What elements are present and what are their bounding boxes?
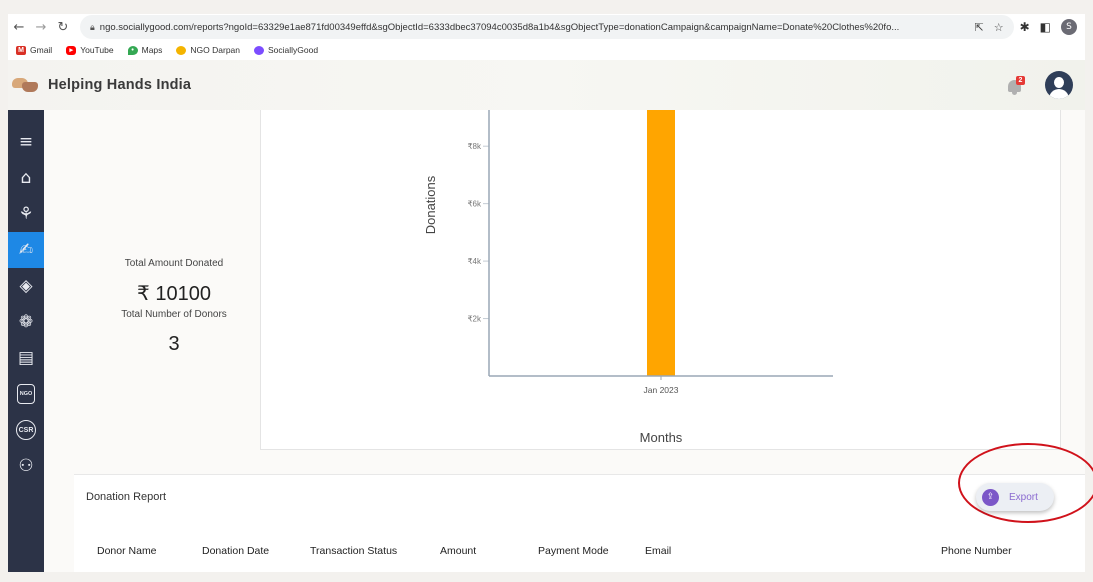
browser-profile-avatar[interactable]: S [1061,19,1077,35]
column-header-transaction-status[interactable]: Transaction Status [310,545,398,557]
column-header-phone-number[interactable]: Phone Number [941,545,1012,557]
sidebar-item-projects[interactable]: ◈ [8,268,44,304]
donations-chart-card: Jan 2023 ₹2k ₹4k ₹6k ₹8k Donations Months [260,110,1061,450]
lock-icon[interactable]: 🔒︎ [90,21,95,32]
y-tick-label: ₹4k [467,257,482,266]
export-icon: ⇪ [982,488,999,506]
app-header: Helping Hands India 2 [8,60,1085,110]
tag-icon: ◈ [19,276,33,296]
bookmark-label: SociallyGood [268,45,319,55]
total-amount-label: Total Amount Donated [124,258,224,269]
contact-book-icon: ▤ [17,348,35,368]
bookmark-sociallygood[interactable]: SociallyGood [254,45,318,55]
column-header-donation-date[interactable]: Donation Date [202,545,270,557]
sidebar-item-users[interactable]: ⚇ [8,448,44,484]
stats-card: Total Amount Donated ₹ 10100 Total Numbe… [74,110,274,440]
award-icon: ❁ [18,312,34,332]
chart-bar [647,110,675,376]
maps-icon: • [127,45,138,55]
share-icon[interactable]: ⇱ [974,20,984,34]
y-tick-label: ₹6k [467,200,482,209]
forward-arrow-icon[interactable]: → [35,19,47,35]
bookmark-maps[interactable]: • Maps [127,45,163,55]
extensions-puzzle-icon[interactable]: ✱ [1019,20,1030,34]
column-header-amount[interactable]: Amount [440,545,477,557]
sidebar: ≡ ⌂ ⚘ ✍ ◈ ❁ ▤ NGO CSR ⚇ [8,110,44,572]
reload-icon[interactable]: ↻ [57,19,69,35]
main-content: Total Amount Donated ₹ 10100 Total Numbe… [44,110,1093,572]
total-amount-value: ₹ 10100 [137,283,211,305]
sociallygood-icon [254,45,265,55]
bookmark-youtube[interactable]: ▸ YouTube [66,45,114,55]
sidebar-item-home[interactable]: ⌂ [8,160,44,196]
campaign-icon: ⚘ [18,204,34,224]
csr-icon: CSR [16,420,36,440]
sidebar-item-csr[interactable]: CSR [8,412,44,448]
bookmark-label: Gmail [30,45,53,55]
bookmark-star-icon[interactable]: ☆ [993,20,1004,34]
sidebar-item-ngo[interactable]: NGO [8,376,44,412]
y-tick-label: ₹2k [467,315,482,324]
export-label: Export [1009,491,1038,503]
column-header-payment-mode[interactable]: Payment Mode [538,545,609,557]
app-title[interactable]: Helping Hands India [48,77,192,93]
column-header-email[interactable]: Email [645,545,672,557]
total-donors-label: Total Number of Donors [121,309,227,320]
user-avatar[interactable] [1045,71,1073,99]
home-icon: ⌂ [20,168,32,188]
ngo-darpan-icon [176,45,187,55]
sidebar-item-campaigns[interactable]: ⚘ [8,196,44,232]
bookmark-gmail[interactable]: M Gmail [16,45,52,55]
back-arrow-icon[interactable]: ← [13,19,25,35]
sidebar-item-awards[interactable]: ❁ [8,304,44,340]
donations-bar-chart: Jan 2023 ₹2k ₹4k ₹6k ₹8k Donations Months [423,110,833,445]
notification-bell-icon[interactable]: 2 [1005,74,1025,96]
y-tick-label: ₹8k [467,142,482,151]
users-icon: ⚇ [18,456,34,476]
side-panel-icon[interactable]: ◧ [1039,20,1051,34]
notification-badge: 2 [1016,76,1025,85]
bookmarks-bar: M Gmail ▸ YouTube • Maps NGO Darpan Soci… [8,40,1085,60]
sidebar-item-contacts[interactable]: ▤ [8,340,44,376]
export-button[interactable]: ⇪ Export [976,483,1054,511]
x-tick-label: Jan 2023 [644,385,679,395]
youtube-icon: ▸ [66,45,77,55]
hamburger-icon: ≡ [18,132,34,152]
helping-hands-logo-icon[interactable] [12,74,40,96]
total-donors-value: 3 [168,333,180,355]
url-text[interactable]: ngo.sociallygood.com/reports?ngoId=63329… [99,21,900,33]
bookmark-label: YouTube [80,45,114,55]
bookmark-label: NGO Darpan [190,45,241,55]
report-title: Donation Report [86,491,167,503]
address-bar[interactable]: 🔒︎ ngo.sociallygood.com/reports?ngoId=63… [80,15,1014,39]
x-axis-label: Months [640,430,683,445]
bookmark-label: Maps [141,45,163,55]
bookmark-ngo-darpan[interactable]: NGO Darpan [176,45,240,55]
y-axis-label: Donations [423,175,438,234]
gmail-icon: M [16,45,26,55]
sidebar-item-reports[interactable]: ✍ [8,232,44,268]
sidebar-item-menu[interactable]: ≡ [8,124,44,160]
ngo-icon: NGO [17,384,35,404]
donation-report-section: Donation Report ⇪ Export Donor Name Dona… [74,443,1093,572]
donate-icon: ✍ [18,240,34,260]
browser-toolbar: ← → ↻ 🔒︎ ngo.sociallygood.com/reports?ng… [8,14,1085,40]
column-header-donor-name[interactable]: Donor Name [97,545,157,557]
